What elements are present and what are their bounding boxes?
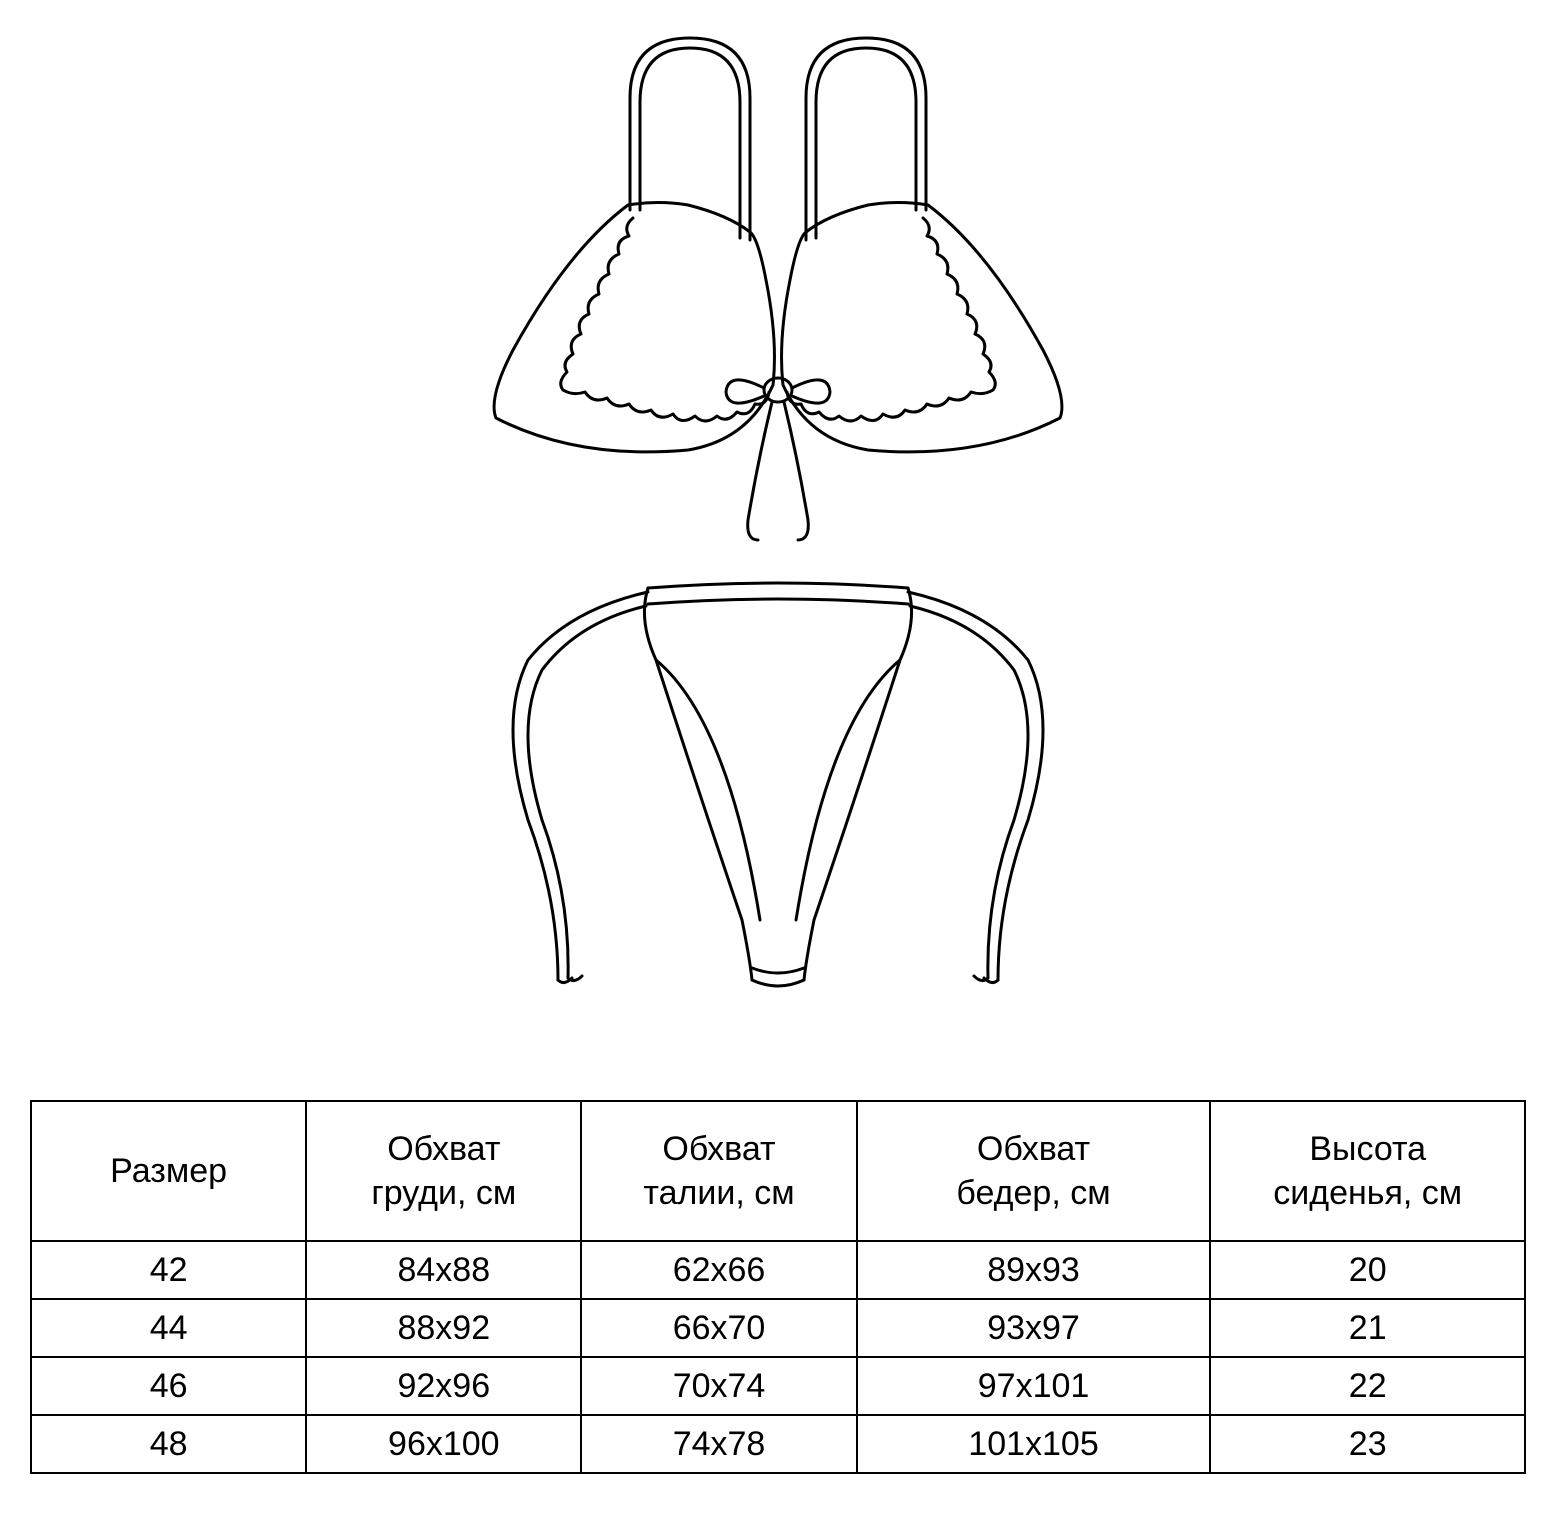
col-header-chest: Обхватгруди, см bbox=[306, 1101, 581, 1241]
cell: 92х96 bbox=[306, 1357, 581, 1415]
cell: 101х105 bbox=[857, 1415, 1211, 1473]
cell: 70х74 bbox=[581, 1357, 856, 1415]
table-row: 44 88х92 66х70 93х97 21 bbox=[31, 1299, 1525, 1357]
cell: 74х78 bbox=[581, 1415, 856, 1473]
page-container: Размер Обхватгруди, см Обхватталии, см О… bbox=[0, 0, 1556, 1514]
size-table-head: Размер Обхватгруди, см Обхватталии, см О… bbox=[31, 1101, 1525, 1241]
table-row: 48 96х100 74х78 101х105 23 bbox=[31, 1415, 1525, 1473]
size-table: Размер Обхватгруди, см Обхватталии, см О… bbox=[30, 1100, 1526, 1474]
cell: 62х66 bbox=[581, 1241, 856, 1299]
bikini-illustration bbox=[30, 20, 1526, 1040]
cell: 44 bbox=[31, 1299, 306, 1357]
cell: 21 bbox=[1210, 1299, 1525, 1357]
cell: 20 bbox=[1210, 1241, 1525, 1299]
size-table-body: 42 84х88 62х66 89х93 20 44 88х92 66х70 9… bbox=[31, 1241, 1525, 1473]
cell: 66х70 bbox=[581, 1299, 856, 1357]
cell: 96х100 bbox=[306, 1415, 581, 1473]
col-header-hips: Обхватбедер, см bbox=[857, 1101, 1211, 1241]
table-row: 46 92х96 70х74 97х101 22 bbox=[31, 1357, 1525, 1415]
table-row: 42 84х88 62х66 89х93 20 bbox=[31, 1241, 1525, 1299]
cell: 89х93 bbox=[857, 1241, 1211, 1299]
cell: 23 bbox=[1210, 1415, 1525, 1473]
cell: 42 bbox=[31, 1241, 306, 1299]
col-header-waist: Обхватталии, см bbox=[581, 1101, 856, 1241]
col-header-size: Размер bbox=[31, 1101, 306, 1241]
cell: 46 bbox=[31, 1357, 306, 1415]
cell: 84х88 bbox=[306, 1241, 581, 1299]
cell: 93х97 bbox=[857, 1299, 1211, 1357]
cell: 97х101 bbox=[857, 1357, 1211, 1415]
cell: 22 bbox=[1210, 1357, 1525, 1415]
cell: 88х92 bbox=[306, 1299, 581, 1357]
bikini-svg bbox=[328, 20, 1228, 1040]
col-header-rise: Высотасиденья, см bbox=[1210, 1101, 1525, 1241]
cell: 48 bbox=[31, 1415, 306, 1473]
size-table-header-row: Размер Обхватгруди, см Обхватталии, см О… bbox=[31, 1101, 1525, 1241]
